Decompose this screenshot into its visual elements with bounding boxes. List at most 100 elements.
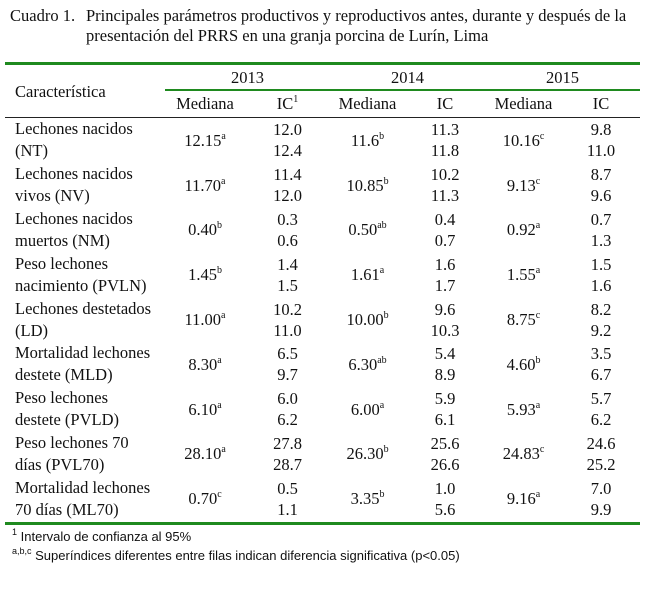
ic-cell: 6.0 6.2	[245, 387, 330, 432]
median-cell: 0.70c	[165, 476, 245, 521]
ic-cell: 5.4 8.9	[405, 342, 485, 387]
median-cell: 8.75c	[485, 297, 562, 342]
significance-superscript: ab	[377, 354, 387, 366]
significance-superscript: b	[535, 354, 541, 366]
ic-cell: 7.0 9.9	[562, 476, 640, 521]
ic-cell: 1.5 1.6	[562, 252, 640, 297]
top-rule	[5, 62, 640, 65]
ic-upper: 1.5	[277, 275, 298, 295]
ic-upper: 1.1	[277, 499, 298, 519]
header-rule	[5, 117, 640, 118]
ic-upper: 11.0	[273, 320, 302, 340]
significance-superscript: a	[221, 444, 226, 456]
ic-lower: 10.2	[430, 165, 460, 185]
table-row: Peso lechones destete (PVLD) 6.10a 6.0 6.2 6.…	[5, 387, 640, 432]
row-label-line: Peso lechones 70	[15, 432, 129, 452]
ic-upper: 11.8	[430, 141, 460, 161]
ic-upper: 28.7	[273, 454, 302, 474]
ic-lower: 9.6	[434, 299, 456, 319]
median-cell: 1.45b	[165, 252, 245, 297]
ic-cell: 5.9 6.1	[405, 387, 485, 432]
median-value: 26.30	[346, 444, 384, 464]
median-value: 3.35	[350, 489, 380, 509]
median-value: 8.30	[188, 354, 218, 374]
significance-superscript: a	[535, 220, 541, 232]
table-row: Mortalidad lechones 70 días (ML70) 0.70c 0.…	[5, 476, 640, 521]
table-row: Lechones nacidos vivos (NV) 11.70a 11.4 12.0…	[5, 163, 640, 208]
median-value: 10.16	[502, 130, 540, 150]
median-value: 9.13	[506, 175, 536, 195]
row-label-line: (LD)	[15, 320, 48, 340]
ic-lower: 7.0	[590, 478, 612, 498]
significance-superscript: a	[535, 489, 541, 501]
ic-upper: 8.9	[434, 365, 456, 385]
ic-lower: 27.8	[273, 433, 302, 453]
caption-label: Cuadro 1.	[10, 6, 76, 25]
table-row: Mortalidad lechones destete (MLD) 8.30a 6.5…	[5, 342, 640, 387]
ic-upper: 0.6	[277, 230, 298, 250]
significance-superscript: b	[383, 310, 389, 322]
header-median: Mediana	[176, 94, 234, 113]
median-cell: 0.92a	[485, 208, 562, 253]
year-rule	[165, 89, 640, 91]
ic-cell: 25.6 26.6	[405, 432, 485, 477]
row-label-line: (NT)	[15, 141, 48, 161]
median-value: 0.40	[188, 220, 217, 240]
median-cell: 6.10a	[165, 387, 245, 432]
row-label-line: Peso lechones	[15, 253, 109, 273]
row-label-line: muertos (NM)	[15, 230, 110, 250]
ic-lower: 0.7	[590, 209, 612, 229]
ic-upper: 10.3	[430, 320, 460, 340]
row-label: Lechones destetados (LD)	[5, 297, 165, 342]
caption-text: Principales parámetros productivos y rep…	[86, 6, 627, 45]
bottom-rule	[5, 522, 640, 525]
significance-superscript: c	[217, 489, 222, 501]
median-value: 0.70	[188, 489, 218, 509]
ic-cell: 0.5 1.1	[245, 476, 330, 521]
median-value: 6.00	[350, 399, 380, 419]
ic-cell: 8.2 9.2	[562, 297, 640, 342]
header-year-2015: 2015	[546, 68, 579, 87]
footnote-ic: 1 Intervalo de confianza al 95%	[12, 528, 191, 545]
table-row: Peso lechones nacimiento (PVLN) 1.45b 1.4 1.…	[5, 252, 640, 297]
ic-cell: 3.5 6.7	[562, 342, 640, 387]
ic-cell: 11.4 12.0	[245, 163, 330, 208]
median-cell: 6.00a	[330, 387, 405, 432]
row-label-line: Mortalidad lechones	[15, 477, 151, 497]
significance-superscript: a	[221, 175, 226, 187]
ic-upper: 1.6	[590, 275, 612, 295]
row-label: Lechones nacidos muertos (NM)	[5, 208, 165, 253]
ic-cell: 27.8 28.7	[245, 432, 330, 477]
median-value: 12.15	[184, 130, 222, 150]
ic-cell: 1.0 5.6	[405, 476, 485, 521]
ic-upper: 9.2	[590, 320, 612, 340]
median-value: 11.70	[184, 175, 222, 195]
ic-cell: 5.7 6.2	[562, 387, 640, 432]
significance-superscript: b	[379, 489, 385, 501]
ic-cell: 6.5 9.7	[245, 342, 330, 387]
median-cell: 9.16a	[485, 476, 562, 521]
row-label: Peso lechones 70 días (PVL70)	[5, 432, 165, 477]
significance-superscript: a	[379, 399, 385, 411]
row-label-line: Lechones destetados	[15, 298, 152, 318]
ic-upper: 1.3	[590, 230, 612, 250]
ic-upper: 25.2	[586, 454, 616, 474]
median-value: 4.60	[506, 354, 536, 374]
significance-superscript: b	[383, 175, 389, 187]
row-label-line: destete (PVLD)	[15, 410, 120, 430]
median-value: 10.85	[346, 175, 384, 195]
ic-lower: 5.4	[434, 344, 456, 364]
median-value: 6.30	[348, 354, 378, 374]
median-value: 0.92	[506, 220, 536, 240]
row-label-line: Lechones nacidos	[15, 208, 133, 228]
row-label-line: destete (MLD)	[15, 365, 113, 385]
header-ic: IC	[436, 94, 454, 113]
header-median: Mediana	[338, 94, 397, 113]
median-cell: 26.30b	[330, 432, 405, 477]
ic-upper: 11.3	[430, 186, 460, 206]
median-cell: 4.60b	[485, 342, 562, 387]
median-cell: 1.61a	[330, 252, 405, 297]
ic-cell: 12.0 12.4	[245, 118, 330, 163]
median-cell: 11.00a	[165, 297, 245, 342]
median-value: 11.00	[184, 310, 222, 330]
